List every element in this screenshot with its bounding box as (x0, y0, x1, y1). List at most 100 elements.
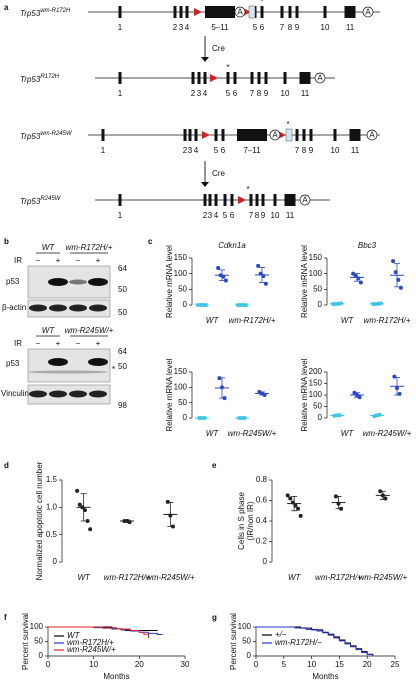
band (49, 304, 67, 312)
mutation-star: * (226, 63, 229, 72)
x-tick-label: WT (206, 429, 220, 438)
exon (183, 129, 187, 141)
lane-label: − (36, 339, 41, 348)
exon (264, 72, 268, 84)
exon (179, 6, 183, 18)
exon-label: 7 (280, 23, 285, 32)
x-tick-label: WT (288, 573, 302, 582)
data-point (392, 374, 397, 379)
row-label: p53 (6, 277, 20, 286)
y-tick-label: 0 (53, 557, 58, 566)
exon (295, 129, 299, 141)
y-tick-label: 0.5 (46, 530, 58, 539)
chart-title: Bbc3 (358, 241, 377, 250)
lane-label: + (96, 256, 101, 265)
exon (299, 72, 311, 84)
allele: wm-R172H (40, 8, 71, 14)
x-tick-label: 25 (391, 660, 400, 669)
exon-label: 11 (346, 23, 355, 32)
panel-label: c (148, 237, 153, 246)
x-tick-label: 10 (307, 660, 316, 669)
lane-label: − (76, 256, 81, 265)
exon (173, 6, 177, 18)
allele-name: Trp53wm-R172H (20, 8, 71, 19)
mutation-star: * (286, 120, 289, 129)
lane-label: + (56, 256, 61, 265)
allele-name: Trp53R172H (20, 74, 60, 85)
exon (273, 194, 277, 206)
allele: wm-R245W (40, 131, 73, 137)
y-tick-label: 50 (178, 398, 187, 407)
band (89, 304, 107, 312)
band (48, 278, 68, 286)
panel-label: d (4, 461, 9, 470)
y-tick-label: 50 (34, 637, 43, 646)
panel-label: a (4, 3, 9, 12)
survival-curve (48, 626, 149, 639)
blot-box (27, 299, 111, 318)
legend-label: +/− (275, 630, 287, 639)
group-label: wm-R245W/+ (65, 326, 114, 335)
exon-label: 5 (214, 146, 219, 155)
exon-label: 2 (203, 211, 208, 220)
polya-circle (269, 129, 281, 141)
allele: R245W (40, 196, 61, 202)
exon (255, 194, 259, 206)
y-tick-label: 0 (263, 557, 268, 566)
exon (233, 72, 237, 84)
stop-cassette (248, 5, 256, 19)
lane-label: − (36, 256, 41, 265)
exon (283, 72, 287, 84)
loxp (202, 131, 210, 139)
y-axis-label: Relative mRNA level (165, 245, 174, 318)
exon-label: 4 (203, 89, 208, 98)
size-marker: 50 (118, 362, 127, 371)
exon (221, 129, 225, 141)
exon-label: 7 (249, 211, 254, 220)
x-tick-label: 15 (335, 660, 344, 669)
exon-label: 3 (197, 89, 202, 98)
mutation-star: * (260, 0, 263, 6)
exon (118, 6, 122, 18)
x-tick-label: wm-R172H/+ (315, 573, 362, 582)
y-axis-label: Relative mRNA level (300, 358, 309, 431)
lane-label: − (76, 339, 81, 348)
exon-label: 6 (260, 23, 265, 32)
size-marker: 98 (118, 401, 127, 410)
lane-label: + (56, 339, 61, 348)
loxp (243, 8, 251, 16)
exon-label: 11 (301, 89, 310, 98)
polya-label: A (237, 8, 243, 17)
gene: Trp53 (20, 132, 41, 141)
allele-name: Trp53R245W (20, 196, 62, 207)
exon-label: 9 (295, 23, 300, 32)
exon-label: 8 (255, 211, 260, 220)
band (69, 304, 87, 312)
exon (284, 194, 296, 206)
exon (349, 129, 361, 141)
cre-label: Cre (212, 169, 225, 178)
exon (309, 129, 313, 141)
x-tick-label: WT (77, 573, 91, 582)
blot-box (27, 384, 111, 405)
exon-label: 5 (223, 211, 228, 220)
exon (191, 72, 195, 84)
exon (237, 129, 267, 141)
y-tick-label: 0 (318, 413, 323, 422)
exon (344, 6, 356, 18)
polya-label: A (302, 196, 308, 205)
exon (203, 72, 207, 84)
exon-label: 6 (221, 146, 226, 155)
y-axis-label: Percent survival (229, 613, 238, 670)
loxp (210, 74, 218, 82)
band (49, 390, 67, 398)
allele-name: Trp53wm-R245W (20, 131, 73, 142)
group-label: wm-R172H/+ (66, 243, 113, 252)
band (69, 390, 87, 398)
exon (250, 72, 254, 84)
exon-label: 5 (253, 23, 258, 32)
exon (223, 194, 227, 206)
x-tick-label: wm-R245W/+ (228, 429, 277, 438)
exon-label: 1 (101, 146, 106, 155)
x-tick-label: wm-R172H/+ (364, 316, 411, 325)
